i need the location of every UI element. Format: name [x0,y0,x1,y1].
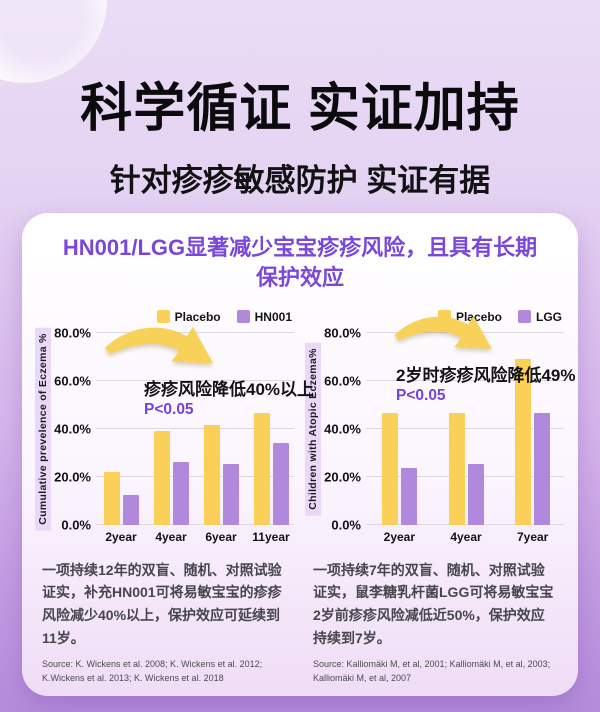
y-axis-ticks: 0.0% 20.0% 40.0% 60.0% 80.0% [52,325,96,532]
x-axis-labels: 2year 4year 6year 11year [96,530,296,544]
description-text: 一项持续7年的双盲、随机、对照试验证实，鼠李糖乳杆菌LGG可将易敏宝宝2岁前疹疹… [313,561,554,646]
gridline [96,427,294,429]
y-tick-label: 0.0% [331,517,361,533]
y-tick-label: 0.0% [61,517,91,533]
bar-group-4year [146,333,196,525]
card-title-line1: HN001/LGG显著减少宝宝疹疹风险，且具有长期 [62,235,538,260]
y-tick-label: 80.0% [324,325,361,341]
y-tick-label: 60.0% [54,373,91,389]
legend-label-placebo: Placebo [174,309,221,324]
card-title-line2: 保护效应 [255,265,344,291]
gridline [366,427,564,429]
y-axis-label: Cumulative prevelence of Eczema % [35,327,51,531]
description-text: 一项持续12年的双盲、随机、对照试验证实，补充HN001可将易敏宝宝的疹疹风险减… [42,561,282,646]
gridline [96,523,294,525]
bar-lgg-2year [400,468,417,525]
bar-placebo-4year [153,431,170,525]
bar-placebo-11year [253,413,270,525]
y-tick-label: 60.0% [324,373,361,389]
x-tick-label: 4year [450,529,482,544]
info-card: HN001/LGG显著减少宝宝疹疹风险，且具有长期 保护效应 Placebo H… [22,213,578,696]
description-right: 一项持续7年的双盲、随机、对照试验证实，鼠李糖乳杆菌LGG可将易敏宝宝2岁前疹疹… [313,559,558,687]
source-text: Source: Kalliomäki M, et al, 2001; Kalli… [313,659,551,684]
chart-lgg-panel: Placebo LGG Children with Atopic Eczema%… [304,310,575,544]
y-axis-label-cell: Cumulative prevelence of Eczema % [34,327,52,531]
gridline [366,379,564,381]
chart-hn001-panel: Placebo HN001 Cumulative prevelence of E… [34,310,314,544]
x-axis-labels: 2year 4year 7year [366,530,566,544]
descriptions-row: 一项持续12年的双盲、随机、对照试验证实，补充HN001可将易敏宝宝的疹疹风险减… [22,544,578,687]
plot-area: 疹疹风险降低40%以上 P<0.05 [96,326,314,525]
bar-hn001-6year [222,463,239,525]
y-tick-label: 80.0% [54,325,91,341]
bar-lgg-4year [467,463,484,525]
description-left: 一项持续12年的双盲、随机、对照试验证实，补充HN001可将易敏宝宝的疹疹风险减… [42,559,287,687]
chart-axis-row: Cumulative prevelence of Eczema % 0.0% 20… [34,325,314,532]
bar-hn001-2year [122,494,139,525]
bar-lgg-7year [534,413,551,525]
gridline [96,379,294,381]
bar-group-11year [246,333,296,525]
bar-group-6year [196,333,246,525]
y-tick-label: 20.0% [324,469,361,485]
annotation-text: 2岁时疹疹风险降低49% [396,365,576,385]
annotation: 疹疹风险降低40%以上 P<0.05 [144,375,314,419]
x-axis-row: 2year 4year 6year 11year [34,530,296,544]
chart-legend: Placebo LGG [304,310,566,324]
annotation: 2岁时疹疹风险降低49% P<0.05 [396,361,575,405]
x-axis-row: 2year 4year 7year [304,530,566,544]
bar-groups [96,333,296,525]
chart-axis-row: Children with Atopic Eczema% 0.0% 20.0% 40… [304,315,575,532]
bar-groups [366,333,566,525]
y-tick-label: 40.0% [54,421,91,437]
charts-row: Placebo HN001 Cumulative prevelence of E… [22,294,578,544]
x-tick-label: 4year [155,529,187,544]
gridline [366,475,564,477]
bar-hn001-11year [272,443,289,525]
bar-placebo-7year [515,359,532,525]
x-tick-label: 6year [205,529,237,544]
x-tick-label: 7year [516,529,549,544]
x-tick-label: 2year [383,529,416,544]
y-tick-label: 40.0% [324,421,361,437]
bar-placebo-4year [448,413,465,525]
y-axis-label: Children with Atopic Eczema% [305,341,321,516]
bar-placebo-2year [103,471,120,525]
source-text: Source: K. Wickens et al. 2008; K. Wicke… [42,659,263,684]
legend-swatch-lgg-icon [518,310,531,324]
bar-placebo-2year [381,413,398,525]
legend-label-lgg: LGG [536,309,562,324]
gridline [366,523,564,525]
x-tick-label: 11year [252,529,290,544]
legend-item-placebo: Placebo [437,309,502,324]
legend-label-hn001: HN001 [254,309,292,324]
bar-group-2year [96,333,146,525]
bar-placebo-6year [203,425,220,525]
y-axis-ticks: 0.0% 20.0% 40.0% 60.0% 80.0% [322,325,366,532]
legend-swatch-placebo-icon [156,310,170,324]
page-subtitle: 针对疹疹敏感防护 实证有据 [109,163,491,198]
card-title: HN001/LGG显著减少宝宝疹疹风险，且具有长期 保护效应 [22,213,578,294]
page-title: 科学循证 实证加持 [80,80,520,138]
legend-swatch-hn001-icon [236,310,250,324]
x-tick-label: 2year [105,529,137,544]
annotation-text: 疹疹风险降低40%以上 [144,379,315,399]
y-axis-label-cell: Children with Atopic Eczema% [304,333,322,525]
legend-item-placebo: Placebo [156,309,221,324]
bar-group-4year [433,333,500,525]
legend-swatch-placebo-icon [437,310,451,324]
legend-item-lgg: LGG [518,310,562,324]
p-value-text: P<0.05 [396,386,446,404]
bar-hn001-4year [172,462,189,525]
y-tick-label: 20.0% [54,469,91,485]
plot-area: 2岁时疹疹风险降低49% P<0.05 [366,315,575,525]
bar-group-7year [499,333,566,525]
gridline [96,475,294,477]
p-value-text: P<0.05 [144,400,194,418]
legend-label-placebo: Placebo [455,309,502,324]
bar-group-2year [366,333,433,525]
legend-item-hn001: HN001 [236,309,292,324]
chart-legend: Placebo HN001 [34,310,296,324]
